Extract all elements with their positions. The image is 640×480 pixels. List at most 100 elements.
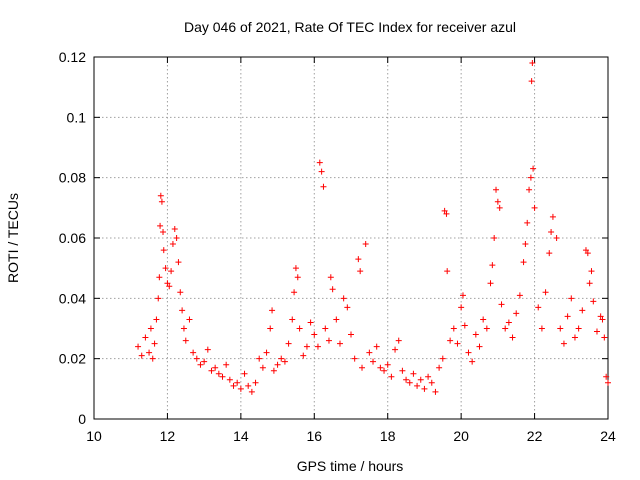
data-point bbox=[215, 370, 222, 377]
y-axis-label: ROTI / TECUs bbox=[5, 193, 21, 283]
data-point bbox=[226, 376, 233, 383]
data-point bbox=[465, 349, 472, 356]
x-tick-label: 12 bbox=[160, 428, 176, 444]
data-point bbox=[186, 316, 193, 323]
data-point bbox=[142, 334, 149, 341]
data-point bbox=[366, 349, 373, 356]
data-point bbox=[444, 268, 451, 275]
data-point bbox=[259, 364, 266, 371]
data-point bbox=[197, 361, 204, 368]
data-point bbox=[311, 331, 318, 338]
data-point bbox=[526, 186, 533, 193]
data-point bbox=[491, 235, 498, 241]
data-point bbox=[599, 316, 606, 323]
data-point bbox=[384, 361, 391, 368]
data-point bbox=[147, 325, 154, 332]
y-tick-label: 0.02 bbox=[59, 351, 86, 367]
data-point bbox=[441, 207, 448, 214]
data-point bbox=[294, 274, 301, 281]
data-point bbox=[153, 316, 160, 323]
data-point bbox=[201, 358, 208, 365]
data-point bbox=[546, 250, 553, 257]
data-point bbox=[245, 382, 252, 389]
y-tick-label: 0.12 bbox=[59, 49, 86, 65]
data-point bbox=[234, 379, 241, 386]
data-point bbox=[157, 192, 164, 199]
data-point bbox=[333, 316, 340, 323]
data-point bbox=[179, 307, 186, 314]
y-tick-label: 0.1 bbox=[67, 109, 87, 125]
data-point bbox=[548, 228, 555, 235]
data-point bbox=[425, 373, 432, 380]
data-point bbox=[381, 367, 388, 374]
data-point bbox=[157, 222, 164, 229]
data-point bbox=[447, 337, 454, 344]
data-point bbox=[524, 219, 531, 226]
data-point bbox=[135, 343, 142, 350]
chart-title: Day 046 of 2021, Rate Of TEC Index for r… bbox=[184, 19, 516, 35]
data-point bbox=[480, 316, 487, 323]
data-point bbox=[432, 388, 439, 395]
data-point bbox=[336, 340, 343, 347]
data-point bbox=[584, 250, 591, 257]
data-point bbox=[498, 301, 505, 308]
data-point bbox=[175, 259, 182, 266]
data-point bbox=[291, 289, 298, 296]
x-tick-label: 24 bbox=[600, 428, 616, 444]
data-point bbox=[314, 343, 321, 350]
data-point bbox=[588, 268, 595, 275]
data-point bbox=[300, 352, 307, 359]
data-point bbox=[190, 349, 197, 356]
data-point bbox=[212, 364, 219, 371]
data-point bbox=[528, 78, 535, 85]
data-point bbox=[263, 349, 270, 356]
data-point bbox=[450, 325, 457, 332]
data-point bbox=[348, 331, 354, 338]
data-point bbox=[160, 228, 167, 235]
data-point bbox=[318, 168, 325, 175]
data-point bbox=[590, 298, 597, 305]
data-point bbox=[505, 319, 512, 326]
data-point bbox=[529, 60, 536, 67]
data-point bbox=[173, 235, 180, 241]
data-point bbox=[538, 325, 545, 332]
data-point bbox=[494, 198, 501, 205]
data-point bbox=[351, 355, 358, 362]
y-tick-label: 0.08 bbox=[59, 170, 86, 186]
data-point bbox=[399, 367, 406, 374]
data-point bbox=[483, 325, 490, 332]
data-point bbox=[586, 280, 593, 287]
data-point bbox=[406, 379, 413, 386]
data-point bbox=[169, 241, 176, 248]
data-point bbox=[377, 364, 384, 371]
data-point bbox=[252, 379, 259, 386]
data-point bbox=[278, 355, 285, 362]
data-point bbox=[160, 247, 167, 254]
data-point bbox=[603, 373, 610, 380]
data-point bbox=[208, 367, 215, 374]
data-point bbox=[513, 310, 520, 317]
data-point bbox=[410, 370, 417, 377]
data-point bbox=[403, 376, 410, 383]
data-point bbox=[439, 355, 446, 362]
data-point bbox=[388, 373, 395, 380]
data-point bbox=[553, 235, 560, 241]
data-point bbox=[458, 304, 465, 311]
data-point bbox=[392, 346, 399, 353]
data-point bbox=[269, 307, 276, 314]
data-point bbox=[223, 361, 230, 368]
data-point bbox=[560, 340, 567, 347]
data-point bbox=[472, 331, 479, 338]
data-point bbox=[568, 295, 575, 302]
data-point bbox=[267, 325, 274, 332]
data-point bbox=[370, 358, 377, 365]
grid-layer bbox=[94, 57, 608, 419]
data-point bbox=[509, 334, 516, 341]
data-point bbox=[421, 385, 428, 392]
y-tick-label: 0 bbox=[78, 411, 86, 427]
data-point bbox=[476, 343, 483, 350]
data-point bbox=[454, 340, 461, 347]
x-tick-label: 18 bbox=[380, 428, 396, 444]
data-point bbox=[316, 159, 323, 166]
data-point bbox=[155, 295, 162, 302]
